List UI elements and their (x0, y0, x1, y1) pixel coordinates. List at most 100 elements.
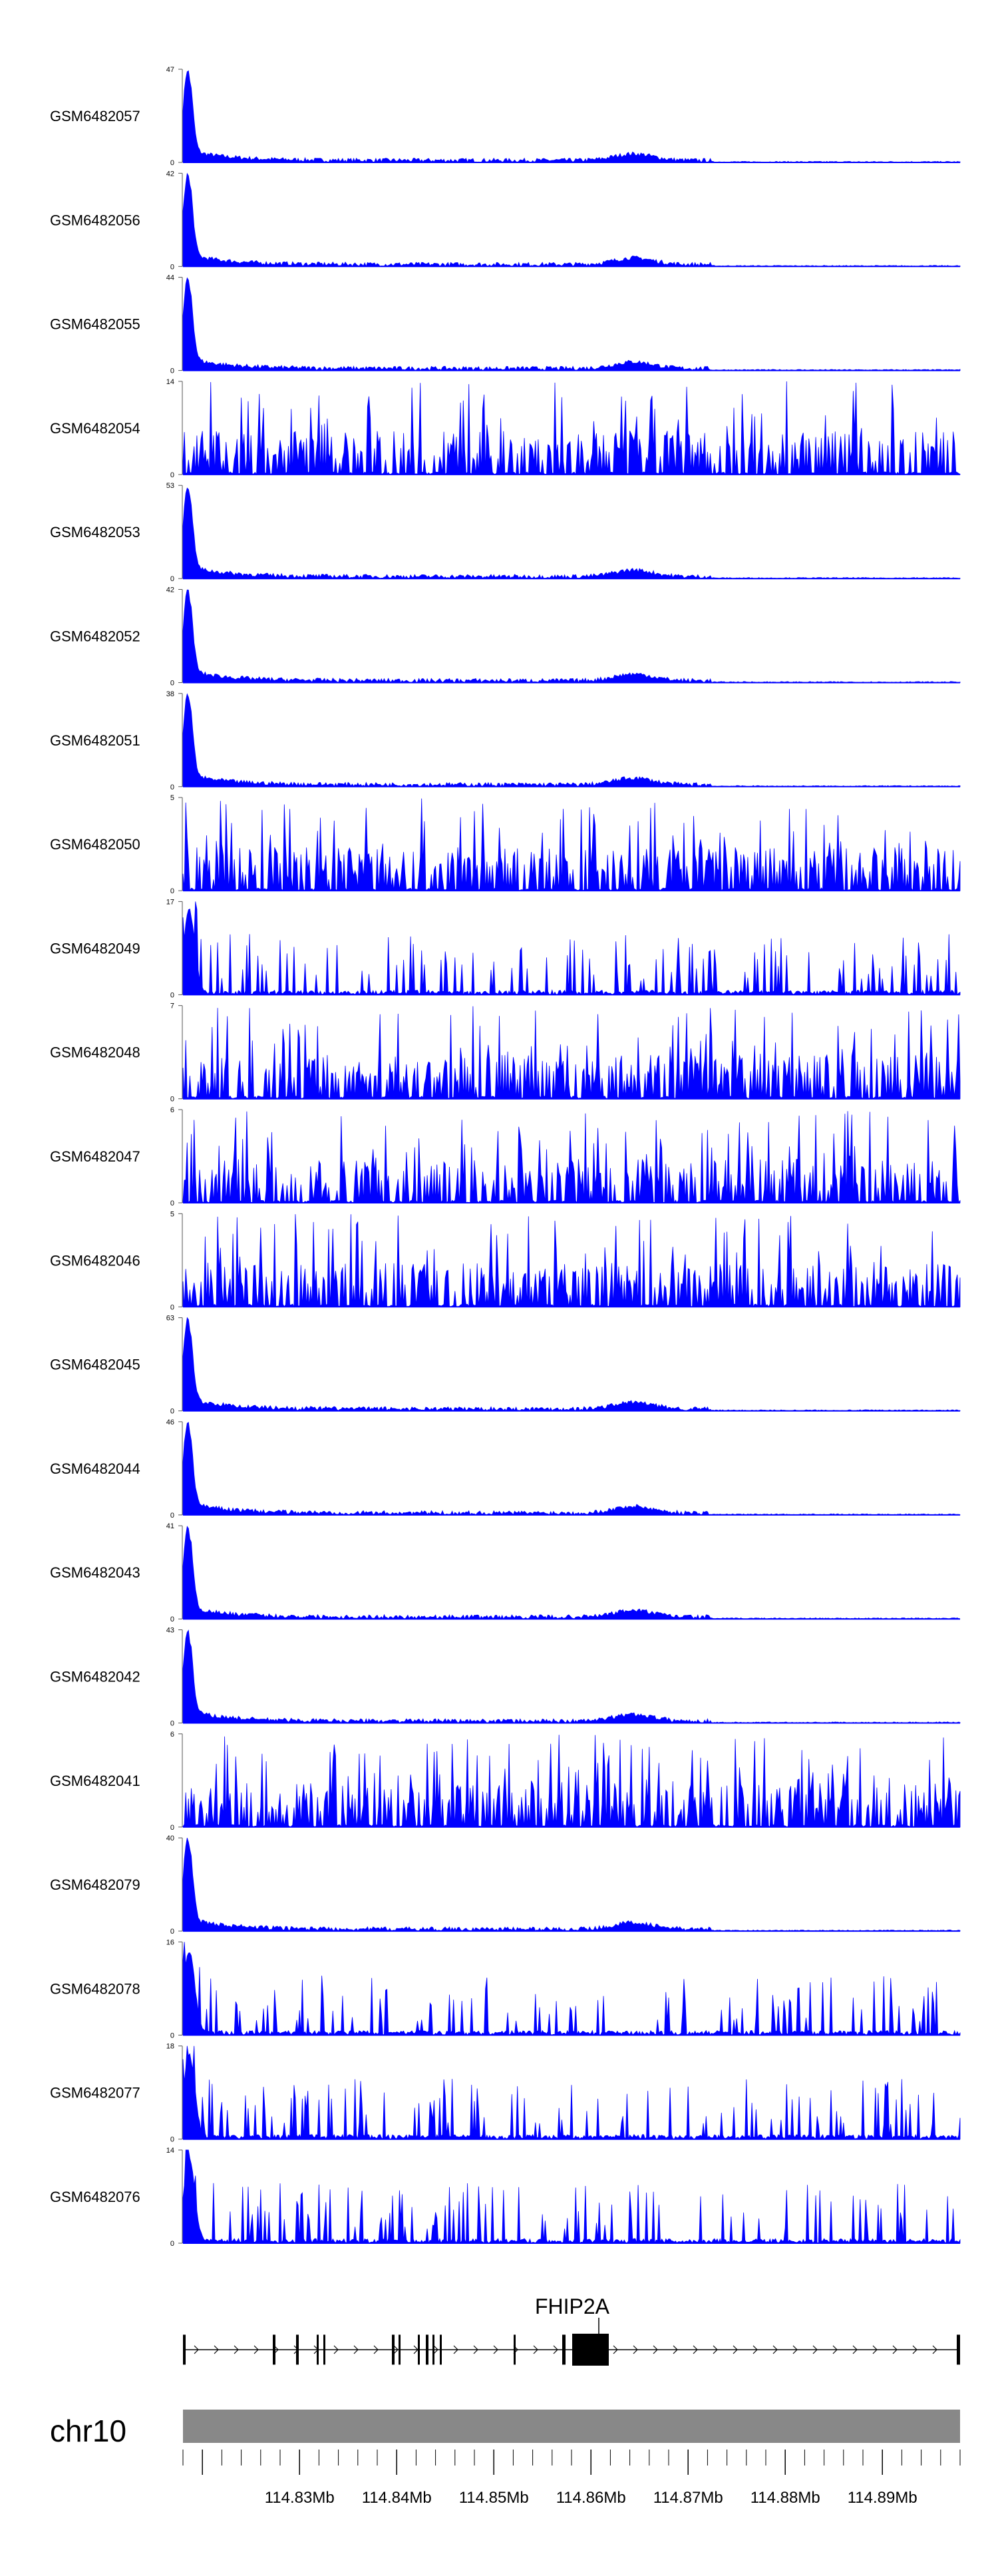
strand-arrow (912, 2345, 917, 2354)
track-label: GSM6482043 (50, 1564, 140, 1581)
track-label: GSM6482041 (50, 1773, 140, 1789)
gene-exon (432, 2334, 434, 2365)
track-ymax-label: 42 (166, 586, 174, 594)
track-label: GSM6482078 (50, 1980, 140, 1997)
axis-tick-label: 114.84Mb (362, 2489, 432, 2507)
track-ymin-label: 0 (170, 1096, 174, 1104)
gene-exon (418, 2334, 420, 2365)
track-label: GSM6482055 (50, 316, 140, 333)
coverage-area (182, 1317, 961, 1412)
track-label: GSM6482057 (50, 108, 140, 124)
track-ymax-label: 53 (166, 482, 174, 490)
track-label: GSM6482077 (50, 2085, 140, 2101)
track-ymin-label: 0 (170, 1408, 174, 1416)
track-ymin-label: 0 (170, 2032, 174, 2039)
strand-arrow (733, 2345, 738, 2354)
axis-tick-label: 114.88Mb (750, 2489, 820, 2507)
track-gsm6482046: GSM6482046 5 0 (50, 1210, 961, 1311)
gene-label-fhip2a: FHIP2A (535, 2294, 610, 2318)
gene-exon (426, 2334, 428, 2365)
track-ymax-label: 40 (166, 1834, 174, 1842)
strand-arrow (653, 2345, 658, 2354)
track-label: GSM6482042 (50, 1669, 140, 1685)
track-ymin-label: 0 (170, 263, 174, 271)
track-ymin-label: 0 (170, 2240, 174, 2248)
coverage-area (182, 1214, 961, 1308)
track-ymin-label: 0 (170, 367, 174, 375)
track-label: GSM6482050 (50, 836, 140, 853)
track-ymin-label: 0 (170, 1303, 174, 1311)
track-gsm6482045: GSM6482045 63 0 (50, 1315, 961, 1416)
track-ymax-label: 5 (170, 794, 174, 802)
track-label: GSM6482049 (50, 940, 140, 957)
track-ymin-label: 0 (170, 471, 174, 479)
track-ymin-label: 0 (170, 1928, 174, 1936)
track-label: GSM6482044 (50, 1460, 140, 1477)
axis-tick-label: 114.87Mb (653, 2489, 723, 2507)
track-gsm6482043: GSM6482043 41 0 (50, 1522, 961, 1623)
strand-arrow (433, 2345, 438, 2354)
coverage-tracks: GSM6482057470GSM6482056420GSM6482055440G… (50, 66, 961, 2248)
track-ymin-label: 0 (170, 887, 174, 895)
coverage-area (182, 2149, 961, 2245)
track-gsm6482053: GSM6482053 53 0 (50, 482, 961, 583)
track-gsm6482077: GSM6482077 18 0 (50, 2043, 961, 2144)
track-ymax-label: 44 (166, 274, 174, 282)
axis-tick-label: 114.86Mb (556, 2489, 626, 2507)
chromosome-ideogram-bar (183, 2410, 960, 2443)
coverage-area (182, 901, 961, 996)
track-ymax-label: 38 (166, 690, 174, 698)
strand-arrow (633, 2345, 638, 2354)
track-label: GSM6482048 (50, 1044, 140, 1061)
track-label: GSM6482052 (50, 628, 140, 645)
track-gsm6482076: GSM6482076 14 0 (50, 2147, 961, 2248)
track-ymax-label: 14 (166, 378, 174, 386)
track-ymax-label: 16 (166, 1938, 174, 1946)
coverage-area (182, 70, 961, 163)
coverage-area (182, 277, 961, 371)
gene-exon (392, 2334, 395, 2365)
strand-arrow (812, 2345, 818, 2354)
track-ymin-label: 0 (170, 575, 174, 583)
strand-arrow (234, 2345, 239, 2354)
strand-arrow (772, 2345, 778, 2354)
strand-arrow (832, 2345, 838, 2354)
gene-exon (572, 2334, 609, 2366)
track-gsm6482078: GSM6482078 16 0 (50, 1938, 961, 2039)
track-ymax-label: 17 (166, 898, 174, 906)
track-ymin-label: 0 (170, 1615, 174, 1623)
strand-arrow (932, 2345, 937, 2354)
coverage-area (182, 1629, 961, 1724)
track-label: GSM6482046 (50, 1252, 140, 1269)
track-gsm6482055: GSM6482055 44 0 (50, 274, 961, 375)
gene-exon (273, 2334, 275, 2365)
strand-arrow (533, 2345, 538, 2354)
track-ymin-label: 0 (170, 783, 174, 791)
gene-exon (296, 2334, 299, 2365)
strand-arrow (792, 2345, 798, 2354)
track-ymax-label: 43 (166, 1627, 174, 1635)
track-ymax-label: 63 (166, 1315, 174, 1323)
coverage-area (182, 487, 961, 580)
strand-arrow (214, 2345, 219, 2354)
track-ymax-label: 18 (166, 2043, 174, 2051)
strand-arrow (673, 2345, 678, 2354)
track-ymin-label: 0 (170, 1199, 174, 1207)
coverage-area (182, 1006, 961, 1100)
axis-tick-label: 114.89Mb (848, 2489, 917, 2507)
track-ymin-label: 0 (170, 680, 174, 688)
track-gsm6482049: GSM6482049 17 0 (50, 898, 961, 999)
gene-exon (323, 2334, 325, 2365)
coverage-area (182, 1422, 961, 1516)
gene-track: FHIP2A (183, 2294, 960, 2366)
coverage-area (182, 1735, 961, 1828)
coverage-area (182, 381, 961, 476)
coverage-area (182, 1111, 961, 1204)
track-gsm6482052: GSM6482052 42 0 (50, 586, 961, 688)
coverage-area (182, 172, 961, 268)
track-gsm6482057: GSM6482057 47 0 (50, 66, 961, 167)
track-gsm6482047: GSM6482047 6 0 (50, 1106, 961, 1207)
strand-arrow (852, 2345, 858, 2354)
strand-arrow (493, 2345, 498, 2354)
